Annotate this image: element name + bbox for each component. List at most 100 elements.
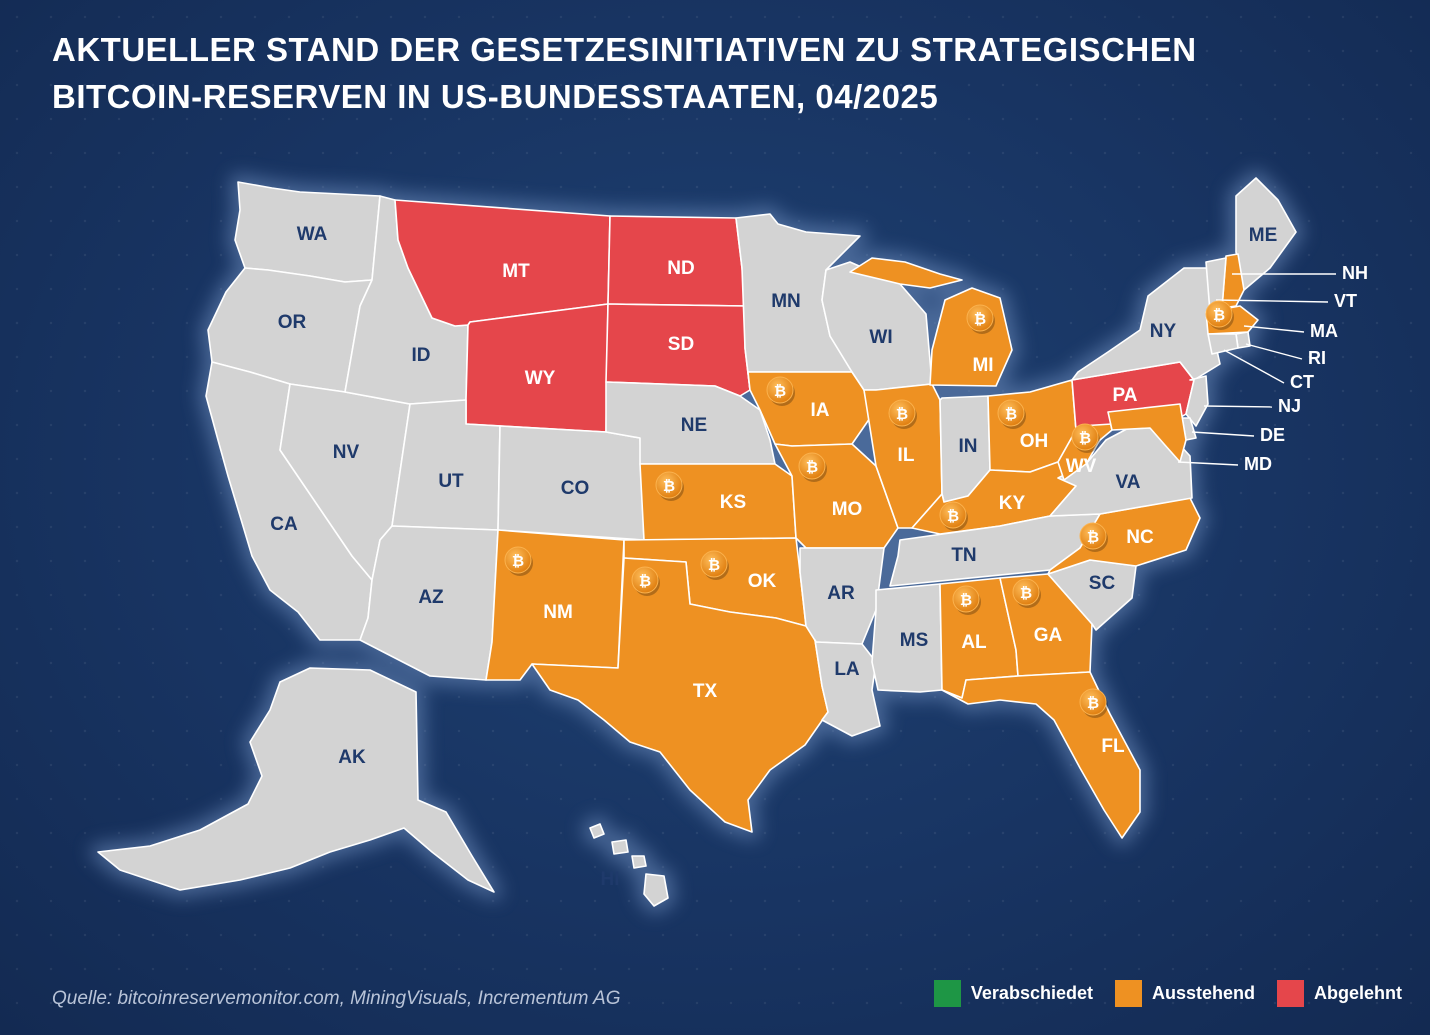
leader-line-ri	[1245, 343, 1303, 360]
state-label-tn: TN	[951, 545, 976, 566]
bitcoin-marker-ky: ₿	[939, 501, 968, 531]
state-label-or: OR	[278, 312, 307, 333]
state-label-nj: NJ	[1278, 396, 1301, 416]
bitcoin-icon	[631, 566, 659, 594]
bitcoin-symbol: ₿	[947, 507, 959, 525]
map-title: AKTUELLER STAND DER GESETZESINITIATIVEN …	[52, 26, 1352, 120]
bitcoin-symbol: ₿	[512, 552, 524, 570]
bitcoin-symbol: ₿	[1005, 405, 1017, 423]
bitcoin-icon	[700, 550, 728, 578]
bitcoin-marker-al: ₿	[952, 585, 981, 615]
bitcoin-icon	[966, 304, 994, 332]
title-line-2: BITCOIN-RESERVEN IN US-BUNDESSTAATEN, 04…	[52, 78, 939, 115]
bitcoin-symbol: ₿	[974, 310, 986, 328]
bitcoin-icon	[1012, 578, 1040, 606]
state-label-ny: NY	[1150, 321, 1177, 342]
bitcoin-icon	[504, 546, 532, 574]
state-label-ar: AR	[827, 583, 855, 604]
state-label-ak: AK	[338, 747, 366, 768]
state-label-wv: WV	[1066, 456, 1097, 477]
legend-label-passed: Verabschiedet	[970, 983, 1093, 1003]
state-md	[1107, 403, 1187, 463]
leader-line-md	[1177, 461, 1239, 466]
state-label-ky: KY	[999, 493, 1026, 514]
state-me	[1235, 177, 1297, 291]
bitcoin-marker-oh: ₿	[997, 399, 1026, 429]
bitcoin-marker-wv: ₿	[1071, 423, 1100, 453]
state-tx	[531, 557, 829, 833]
bitcoin-marker-ia: ₿	[766, 376, 795, 406]
state-label-nv: NV	[333, 442, 360, 463]
state-label-fl: FL	[1101, 736, 1125, 757]
state-label-sd: SD	[668, 334, 694, 355]
legend-item-passed: Verabschiedet	[933, 980, 1093, 1007]
bitcoin-symbol: ₿	[960, 591, 972, 609]
state-nj	[1185, 375, 1209, 427]
bitcoin-symbol: ₿	[708, 556, 720, 574]
state-label-in: IN	[959, 436, 978, 457]
bitcoin-icon	[939, 501, 967, 529]
state-label-ok: OK	[748, 571, 777, 592]
state-label-il: IL	[898, 445, 915, 466]
bitcoin-marker-nm: ₿	[504, 546, 533, 576]
bitcoin-marker-ok: ₿	[631, 566, 660, 596]
state-label-az: AZ	[418, 587, 444, 608]
legend-swatch-pending	[1114, 980, 1142, 1007]
state-label-va: VA	[1116, 472, 1141, 493]
bitcoin-symbol: ₿	[1213, 306, 1225, 324]
state-label-ut: UT	[438, 471, 464, 492]
bitcoin-symbol: ₿	[774, 382, 786, 400]
legend-label-rejected: Abgelehnt	[1314, 983, 1402, 1003]
bitcoin-marker-ga: ₿	[1012, 578, 1041, 608]
bitcoin-icon	[1079, 688, 1107, 716]
state-label-mo: MO	[832, 499, 863, 520]
title-line-1: AKTUELLER STAND DER GESETZESINITIATIVEN …	[52, 31, 1197, 68]
state-label-me: ME	[1249, 225, 1278, 246]
state-mi	[849, 257, 1013, 387]
state-label-oh: OH	[1020, 431, 1049, 452]
state-label-ks: KS	[720, 492, 746, 513]
bitcoin-symbol: ₿	[1020, 584, 1032, 602]
state-ct	[1207, 333, 1239, 355]
bitcoin-marker-il: ₿	[888, 399, 917, 429]
state-ny	[1071, 267, 1221, 381]
bitcoin-icon	[952, 585, 980, 613]
state-label-mi: MI	[972, 355, 993, 376]
state-label-nc: NC	[1126, 527, 1154, 548]
state-ne	[605, 381, 776, 465]
bitcoin-symbol: ₿	[1087, 528, 1099, 546]
bitcoin-icon	[655, 471, 683, 499]
state-label-ms: MS	[900, 630, 929, 651]
legend-item-rejected: Abgelehnt	[1277, 980, 1402, 1007]
state-label-hi: HI	[601, 869, 620, 890]
bitcoin-symbol: ₿	[806, 458, 818, 476]
legend-swatch-rejected	[1277, 980, 1304, 1007]
state-label-id: ID	[412, 345, 431, 366]
state-label-wy: WY	[525, 368, 556, 389]
state-label-ne: NE	[681, 415, 707, 436]
bitcoin-icon	[798, 452, 826, 480]
state-label-ia: IA	[811, 400, 830, 421]
state-hi	[589, 823, 669, 907]
bitcoin-icon	[1205, 300, 1233, 328]
state-label-ca: CA	[270, 514, 298, 535]
bitcoin-marker-tx: ₿	[700, 550, 729, 580]
legend-item-pending: Ausstehend	[1114, 980, 1255, 1007]
bitcoin-symbol: ₿	[663, 477, 675, 495]
state-label-ma: MA	[1310, 321, 1338, 341]
state-label-sc: SC	[1089, 573, 1116, 594]
state-ak	[97, 667, 495, 893]
state-la	[814, 639, 881, 737]
state-label-md: MD	[1244, 454, 1272, 474]
state-label-la: LA	[834, 659, 860, 680]
states-layer	[97, 177, 1297, 907]
state-label-ri: RI	[1308, 348, 1326, 368]
bitcoin-marker-nh: ₿	[1205, 300, 1234, 330]
state-label-wa: WA	[297, 224, 328, 245]
state-label-ct: CT	[1290, 372, 1314, 392]
bitcoin-symbol: ₿	[896, 405, 908, 423]
legend: Verabschiedet Ausstehend Abgelehnt	[912, 980, 1402, 1007]
state-label-ga: GA	[1034, 625, 1063, 646]
bitcoin-marker-nc: ₿	[1079, 522, 1108, 552]
